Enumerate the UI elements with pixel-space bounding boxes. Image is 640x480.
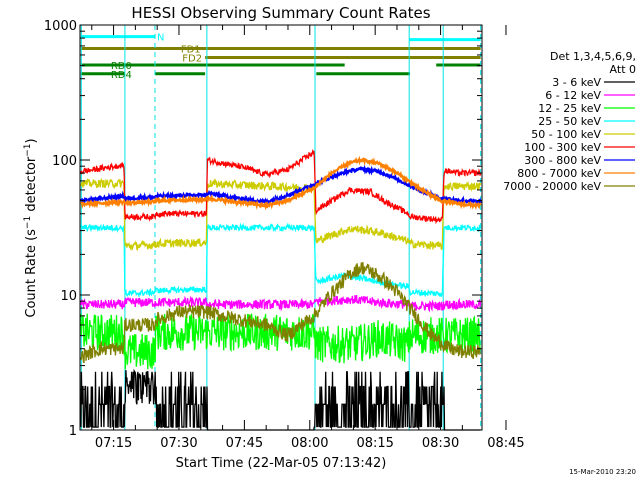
segment-label-n: N	[157, 33, 164, 44]
legend-item-label: 300 - 800 keV	[524, 154, 601, 167]
x-tick-label: 07:30	[160, 436, 197, 451]
series-line	[80, 262, 482, 364]
segment-label-fd1: FD1	[181, 44, 201, 55]
legend-item-label: 800 - 7000 keV	[517, 167, 601, 180]
x-axis-label: Start Time (22-Mar-05 07:13:42)	[176, 456, 387, 471]
x-tick-label: 08:00	[291, 436, 328, 451]
x-tick-label: 07:45	[226, 436, 263, 451]
series-25-50-kev	[80, 222, 482, 299]
plot-frame	[79, 24, 483, 431]
series-100-300-kev	[80, 148, 482, 225]
series-50-100-kev	[80, 177, 482, 252]
segment-label-fd2: FD2	[182, 53, 202, 64]
chart-title: HESSI Observing Summary Count Rates	[131, 4, 430, 22]
legend-item-label: 3 - 6 keV	[552, 76, 601, 89]
legend-item-label: 7000 - 20000 keV	[503, 180, 601, 193]
x-tick-label: 08:30	[422, 436, 459, 451]
legend-item-label: 25 - 50 keV	[538, 115, 601, 128]
vline-layer	[80, 25, 482, 430]
timestamp: 15-Mar-2010 23:20	[569, 468, 636, 476]
series-layer	[79, 148, 482, 431]
legend-header: Det 1,3,4,5,6,9,	[550, 50, 636, 63]
y-tick-label: 100	[52, 154, 77, 169]
x-axis: 07:15 07:30 07:45 08:00 08:15 08:30 08:45	[91, 25, 525, 451]
series-line	[80, 294, 482, 313]
segment-label-rd0: RD0	[111, 61, 132, 72]
legend-header: Att 0	[610, 63, 636, 76]
x-tick-label: 08:45	[487, 436, 524, 451]
y-axis-label: Count Rate (s−1 detector−1)	[23, 138, 39, 317]
y-tick-label: 10	[60, 289, 77, 304]
x-tick-label: 07:15	[95, 436, 132, 451]
series-line	[80, 368, 481, 431]
legend-item-label: 50 - 100 keV	[531, 128, 601, 141]
legend-item-label: 12 - 25 keV	[538, 102, 601, 115]
series-line	[80, 177, 482, 252]
legend-item-label: 6 - 12 keV	[545, 89, 601, 102]
series-line	[80, 222, 482, 299]
series-800-7000-kev	[80, 155, 482, 211]
series-7000-20000-kev	[80, 262, 482, 364]
y-axis: 1 10 100 1000	[44, 19, 482, 439]
y-tick-label: 1000	[44, 19, 77, 34]
y-tick-label: 1	[69, 424, 77, 439]
segment-label-rd4: RD4	[111, 70, 132, 81]
series-6-12-kev	[80, 294, 482, 313]
legend-item-label: 100 - 300 keV	[524, 141, 601, 154]
series-line	[79, 164, 482, 206]
series-300-800-kev	[79, 164, 482, 206]
series-3-6-kev	[80, 368, 481, 431]
series-line	[80, 155, 482, 211]
series-line	[80, 148, 482, 225]
x-tick-label: 08:15	[356, 436, 393, 451]
